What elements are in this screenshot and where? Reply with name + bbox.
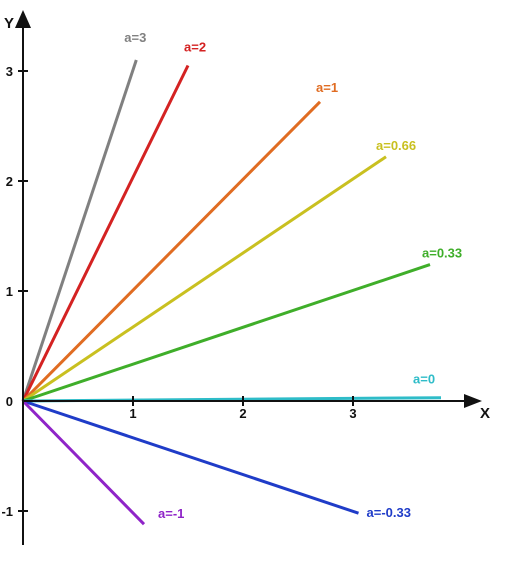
series-layer — [21, 59, 442, 526]
y-tick-label--1: -1 — [1, 504, 13, 519]
series-label-3: a=0.66 — [376, 138, 416, 153]
series-line-6 — [22, 399, 359, 515]
series-line-4 — [22, 263, 431, 403]
series-label-1: a=2 — [184, 40, 206, 55]
y-tick-label-2: 2 — [6, 174, 13, 189]
y-tick-label-0: 0 — [6, 394, 13, 409]
series-label-5: a=0 — [413, 372, 435, 387]
series-line-3 — [22, 155, 387, 403]
axes — [15, 10, 482, 545]
series-line-1 — [21, 64, 190, 402]
x-tick-label-1: 1 — [129, 406, 136, 421]
series-line-2 — [21, 100, 322, 403]
x-tick-label-3: 3 — [349, 406, 356, 421]
series-label-7: a=-1 — [158, 506, 184, 521]
y-axis-label: Y — [4, 15, 14, 32]
x-axis-label: X — [480, 405, 490, 422]
y-axis-arrow — [15, 10, 31, 28]
x-axis-arrow — [464, 394, 482, 408]
series-label-6: a=-0.33 — [367, 505, 411, 520]
y-tick-label-3: 3 — [6, 64, 13, 79]
series-label-0: a=3 — [124, 30, 146, 45]
series-label-2: a=1 — [316, 80, 338, 95]
series-line-0 — [21, 59, 138, 402]
series-line-7 — [21, 399, 146, 526]
series-label-4: a=0.33 — [422, 246, 462, 261]
x-tick-label-2: 2 — [239, 406, 246, 421]
labels: 1 2 3 -1 0 1 2 3 X Ya=3 a=2 a=1 a=0.66 a=0.33 a=0 a=-0.… — [1, 15, 490, 521]
y-tick-label-1: 1 — [6, 284, 13, 299]
